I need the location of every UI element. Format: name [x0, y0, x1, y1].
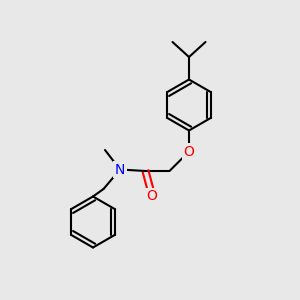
Text: N: N: [115, 163, 125, 176]
Text: O: O: [146, 190, 157, 203]
Text: O: O: [184, 145, 194, 158]
